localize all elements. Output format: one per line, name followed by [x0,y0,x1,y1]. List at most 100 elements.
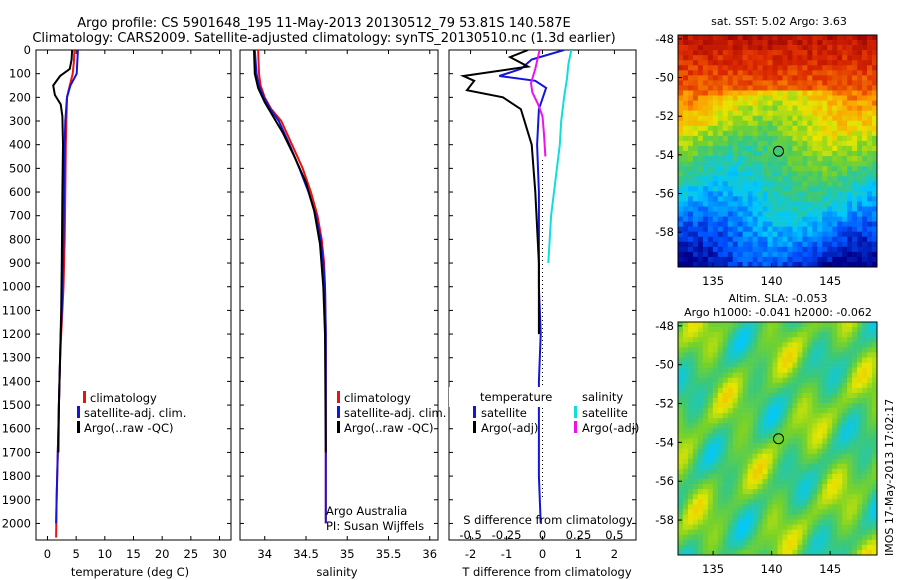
sst-cell [862,166,868,172]
sst-cell [732,125,738,132]
sst-cell [717,115,724,122]
sst-cell [692,90,699,96]
sst-cell [802,236,808,243]
sla-cell [797,372,803,379]
sst-cell [822,231,828,238]
sla-cell [777,382,783,389]
sst-cell [797,196,803,202]
sla-cell [678,524,684,530]
sla-cell [857,347,863,353]
sst-cell [737,181,743,187]
sst-cell [757,191,763,197]
sst-cell [797,176,803,182]
sst-cell [757,70,763,76]
sla-cell [712,408,719,414]
sst-cell [872,70,878,76]
sla-cell [852,418,858,424]
sst-cell [797,166,803,172]
sla-cell [852,453,858,460]
sla-cell [752,413,758,419]
sla-cell [732,362,738,368]
sst-cell [832,261,838,268]
sst-cell [712,140,719,147]
sst-cell [702,35,709,41]
sst-cell [817,50,823,56]
sst-cell [697,140,704,147]
sst-cell [747,226,753,232]
sst-cell [678,85,684,91]
sla-cell [678,392,684,399]
sla-cell [737,438,743,444]
sla-cell [712,463,719,470]
sst-cell [692,201,699,207]
sst-cell [782,166,788,172]
sla-cell [722,403,729,409]
sst-cell [857,161,863,167]
sst-cell [842,206,848,212]
sst-cell [812,241,818,248]
sst-cell [762,236,768,243]
sla-cell [777,433,783,439]
sla-cell [812,322,818,328]
sst-cell [707,246,714,253]
sst-cell [852,130,858,137]
sla-cell [837,418,843,424]
sla-cell [847,342,853,348]
sst-cell [707,256,714,263]
sla-cell [792,337,798,343]
sla-cell [797,423,803,429]
sla-cell [862,509,868,515]
sla-cell [782,489,788,495]
sst-cell [817,166,823,172]
sla-cell [792,519,798,525]
sla-cell [802,332,808,338]
sst-cell [817,201,823,207]
sst-cell [737,120,743,127]
sla-cell [827,544,833,551]
sst-cell [717,226,724,232]
sst-cell [712,105,719,111]
sla-cell [707,514,714,520]
sla-cell [732,322,738,328]
sla-cell [797,494,803,500]
sla-cell [742,352,748,358]
sst-cell [852,261,858,268]
sst-cell [832,125,838,132]
sst-cell [872,85,878,91]
legend-title-backdrop [449,387,543,407]
sst-cell [802,231,808,238]
sst-cell [867,201,873,207]
sla-cell [787,544,793,551]
sst-cell [722,201,729,207]
sst-cell [827,176,833,182]
sla-cell [757,357,763,363]
sst-cell [827,151,833,157]
sst-cell [777,120,783,127]
sla-cell [757,448,763,454]
sst-cell [822,261,828,268]
sst-cell [782,115,788,122]
sst-cell [822,105,828,111]
sst-cell [702,246,709,253]
sla-cell [772,504,778,510]
sla-cell [822,484,828,490]
sla-cell [737,372,743,379]
sla-cell [678,322,684,328]
sst-cell [678,206,684,212]
sla-cell [697,377,704,384]
sst-cell [692,110,699,116]
sst-cell [697,196,704,202]
sla-cell [872,484,878,490]
sla-cell [687,423,694,429]
sla-cell [852,392,858,399]
sst-cell [752,236,758,243]
sla-cell [737,428,743,434]
sst-cell [712,171,719,177]
sla-cell [692,357,699,363]
sst-cell [847,90,853,96]
sla-cell [678,509,684,515]
sla-cell [752,438,758,444]
sla-cell [722,408,729,414]
sst-cell [722,261,729,268]
sla-cell [752,489,758,495]
